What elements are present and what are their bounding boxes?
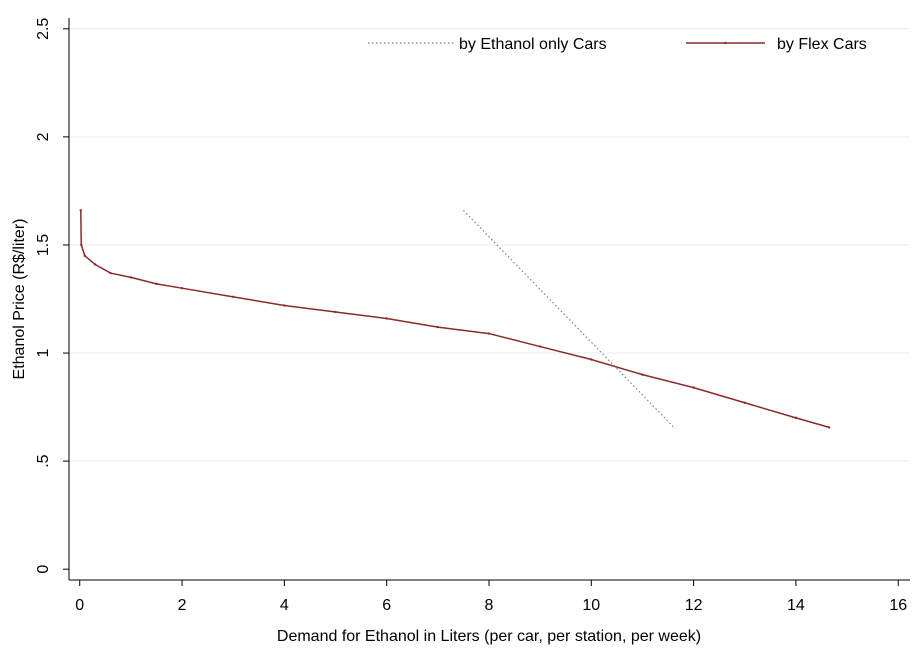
legend-label: by Ethanol only Cars — [459, 36, 607, 53]
point-marker — [232, 295, 235, 299]
point-marker — [83, 254, 87, 257]
x-axis-label: Demand for Ethanol in Liters (per car, p… — [277, 628, 701, 645]
point-marker — [487, 332, 491, 335]
x-tick-label: 6 — [382, 597, 391, 614]
point-marker — [436, 325, 440, 329]
series-line — [462, 209, 676, 430]
point-marker — [385, 317, 388, 320]
point-marker — [93, 263, 97, 266]
x-tick-label: 14 — [787, 597, 805, 614]
x-tick-label: 16 — [889, 597, 907, 614]
point-marker — [79, 209, 82, 212]
y-tick-label: .5 — [35, 454, 52, 467]
legend-marker — [724, 41, 727, 45]
x-tick-label: 0 — [75, 597, 84, 614]
point-marker — [155, 282, 158, 286]
point-marker — [283, 304, 286, 307]
point-marker — [180, 286, 184, 290]
point-marker — [129, 276, 133, 279]
y-tick-label: 1.5 — [35, 234, 52, 256]
point-marker — [590, 358, 593, 361]
point-marker — [641, 373, 644, 376]
x-tick-label: 8 — [485, 597, 494, 614]
y-tick-label: 0 — [35, 565, 52, 574]
point-marker — [538, 345, 542, 348]
legend-label: by Flex Cars — [777, 36, 867, 53]
point-marker — [334, 310, 337, 314]
x-tick-label: 10 — [582, 597, 600, 614]
point-marker — [80, 243, 83, 247]
point-marker — [692, 386, 695, 389]
point-marker — [827, 426, 831, 429]
x-tick-label: 12 — [685, 597, 703, 614]
y-axis-label: Ethanol Price (R$/liter) — [11, 219, 28, 380]
point-marker — [743, 401, 746, 404]
x-tick-label: 2 — [178, 597, 187, 614]
y-tick-label: 1 — [35, 348, 52, 357]
y-tick-label: 2.5 — [35, 18, 52, 40]
point-marker — [794, 416, 798, 420]
point-marker — [109, 271, 112, 275]
series-line — [80, 210, 830, 429]
y-tick-label: 2 — [35, 132, 52, 141]
x-tick-label: 4 — [280, 597, 289, 614]
